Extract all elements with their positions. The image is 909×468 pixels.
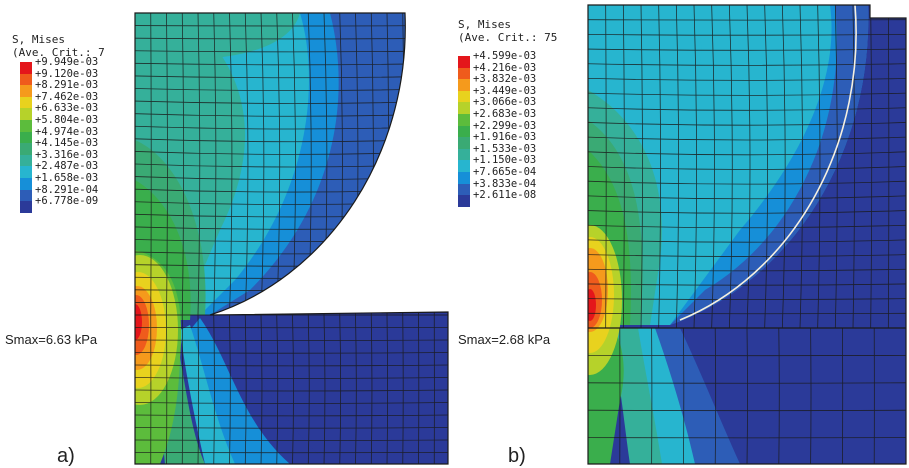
legend-swatch [458, 171, 470, 184]
legend-swatch [458, 113, 470, 126]
color-scale-a [20, 62, 32, 213]
legend-swatch [20, 166, 32, 178]
fem-mesh-b [587, 4, 907, 465]
legend-value: +3.449e-03 [473, 84, 537, 97]
legend-swatch [458, 195, 470, 207]
legend-swatch [458, 102, 470, 114]
legend-avg-crit-b: (Ave. Crit.: 75 [458, 31, 558, 44]
panel-label-a: a) [57, 445, 75, 467]
legend-variable-a: S, Mises [12, 33, 65, 46]
legend-swatch [458, 148, 470, 161]
legend-variable-b: S, Mises [458, 18, 511, 31]
legend-swatch [20, 73, 32, 86]
legend-swatch [458, 90, 470, 103]
legend-swatch [20, 85, 32, 97]
legend-swatch [20, 119, 32, 132]
legend-swatch [20, 143, 32, 155]
legend-value: +1.150e-03 [473, 154, 537, 167]
legend-value: +9.120e-03 [35, 67, 99, 80]
legend-values-a: +9.949e-03 +9.120e-03 +8.291e-03 +7.462e-03… [35, 56, 99, 208]
smax-label-a: Smax=6.63 kPa [5, 332, 98, 347]
legend-avg-crit-a: (Ave. Crit.: 7 [12, 46, 105, 59]
legend-value: +1.916e-03 [473, 131, 537, 144]
legend-value: +1.658e-03 [35, 171, 99, 184]
legend-swatch [458, 183, 470, 196]
legend-value: +3.833e-04 [473, 177, 537, 190]
legend-value: +3.066e-03 [473, 96, 537, 109]
contour-plot-a: S, Mises (Ave. Crit.: 7 +9.949e-03 +9.120… [0, 0, 450, 468]
legend-value: +3.316e-03 [35, 148, 99, 161]
legend-value: +7.462e-03 [35, 90, 99, 103]
legend-value: +7.665e-04 [473, 165, 537, 178]
legend-value: +4.974e-03 [35, 125, 99, 138]
legend-swatch [20, 131, 32, 144]
legend-value: +2.487e-03 [35, 160, 99, 173]
legend-value: +2.611e-08 [473, 189, 537, 202]
legend-values-b: +4.599e-03 +4.216e-03 +3.832e-03 +3.449e-03… [473, 50, 537, 202]
legend-value: +4.599e-03 [473, 50, 537, 62]
legend-swatch [20, 108, 32, 120]
legend-value: +4.145e-03 [35, 137, 99, 150]
legend-value: +6.778e-09 [35, 195, 99, 208]
legend-swatch [458, 67, 470, 80]
color-scale-b [458, 56, 470, 207]
legend-swatch [20, 189, 32, 202]
legend-value: +3.832e-03 [473, 73, 537, 86]
legend-value: +2.683e-03 [473, 107, 537, 120]
legend-swatch [458, 160, 470, 172]
legend-title-b: S, Mises (Ave. Crit.: 75 [458, 18, 557, 44]
fem-mesh-a [134, 12, 449, 465]
legend-value: +4.216e-03 [473, 61, 537, 74]
legend-swatch [458, 79, 470, 91]
panel-label-b: b) [508, 445, 526, 467]
contour-plot-b: S, Mises (Ave. Crit.: 75 +4.599e-03 +4.21… [450, 0, 909, 468]
legend-swatch [20, 154, 32, 167]
legend-title-a: S, Mises (Ave. Crit.: 7 [12, 33, 105, 59]
legend-swatch [20, 62, 32, 74]
legend-value: +1.533e-03 [473, 142, 537, 155]
legend-swatch [20, 96, 32, 109]
legend-value: +5.804e-03 [35, 113, 99, 126]
legend-value: +8.291e-03 [35, 79, 99, 92]
legend-value: +6.633e-03 [35, 102, 99, 115]
legend-swatch [20, 201, 32, 213]
legend-value: +9.949e-03 [35, 56, 99, 68]
smax-label-b: Smax=2.68 kPa [458, 332, 551, 347]
legend-swatch [458, 56, 470, 68]
legend-swatch [458, 125, 470, 138]
legend-value: +2.299e-03 [473, 119, 537, 132]
legend-swatch [20, 177, 32, 190]
legend-value: +8.291e-04 [35, 183, 99, 196]
legend-swatch [458, 137, 470, 149]
